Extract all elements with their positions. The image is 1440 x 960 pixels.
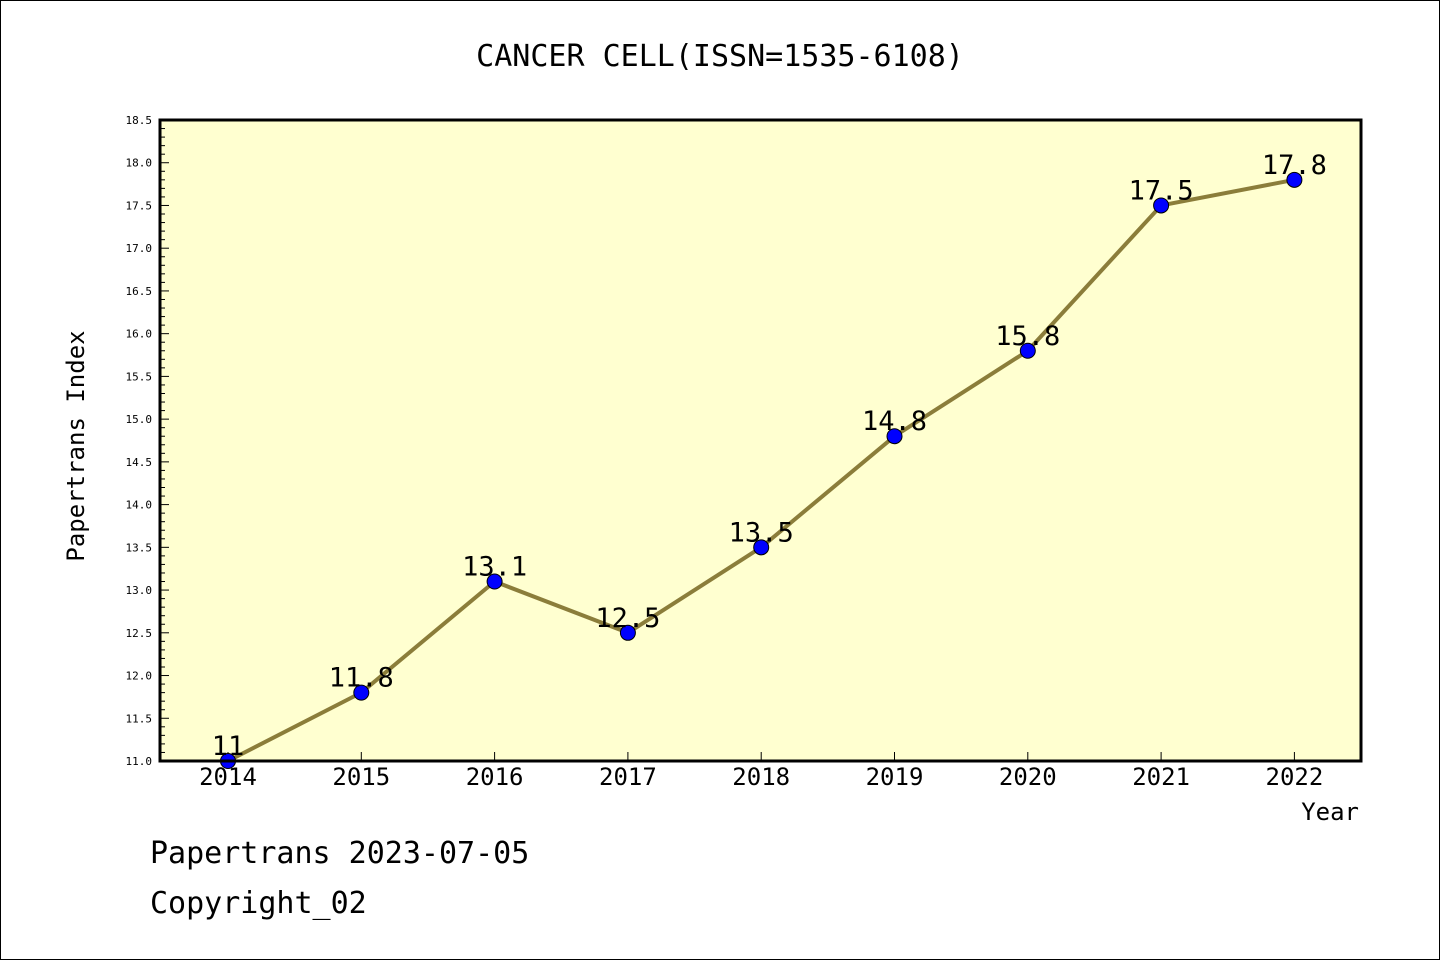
x-tick-label: 2016: [466, 763, 524, 791]
data-label: 11: [212, 731, 245, 762]
data-label: 17.8: [1262, 150, 1327, 181]
y-tick-label: 16.5: [126, 285, 153, 298]
data-label: 12.5: [595, 603, 660, 634]
y-tick-label: 18.5: [126, 114, 153, 127]
y-tick-label: 11.5: [126, 712, 153, 725]
y-tick-label: 13.5: [126, 541, 153, 554]
y-tick-label: 15.0: [126, 413, 153, 426]
y-tick-label: 14.0: [126, 499, 153, 512]
plot-border: [158, 118, 1363, 763]
x-axis-label: Year: [1301, 798, 1359, 826]
footer-copyright: Copyright_02: [150, 886, 367, 921]
x-tick-label: 2021: [1132, 763, 1190, 791]
x-tick-label: 2018: [732, 763, 790, 791]
y-tick-label: 12.0: [126, 670, 153, 683]
y-axis: 11.0 11.5 12.0 12.5 13.0 13.5 14.0 14.5 15.0 15.5…: [126, 114, 169, 768]
x-tick-label: 2017: [599, 763, 657, 791]
data-point: [1286, 171, 1303, 188]
x-tick-label: 2015: [332, 763, 390, 791]
chart-title: CANCER CELL(ISSN=1535-6108): [476, 39, 964, 74]
data-point: [486, 573, 503, 590]
data-point: [353, 684, 370, 701]
series-group: 11 11.8 13.1 12.5 13.5 14.8 15.8 17.5 17.8: [212, 150, 1327, 769]
y-tick-label: 11.0: [126, 755, 153, 768]
y-tick-label: 17.5: [126, 199, 153, 212]
data-label: 13.1: [462, 552, 527, 583]
y-tick-label: 13.0: [126, 584, 153, 597]
data-label: 15.8: [995, 321, 1060, 352]
x-axis: 2014 2015 2016 2017 2018 2019 2020 2021 2022: [199, 752, 1323, 791]
x-tick-label: 2020: [999, 763, 1057, 791]
data-point: [753, 539, 770, 556]
y-axis-label: Papertrans Index: [62, 330, 90, 561]
y-tick-label: 12.5: [126, 627, 153, 640]
y-tick-label: 14.5: [126, 456, 153, 469]
y-tick-label: 15.5: [126, 370, 153, 383]
x-tick-label: 2019: [866, 763, 924, 791]
data-label: 13.5: [729, 517, 794, 548]
data-point: [619, 624, 636, 641]
data-point: [1153, 197, 1170, 214]
data-label: 14.8: [862, 406, 927, 437]
x-tick-label: 2022: [1266, 763, 1324, 791]
y-tick-label: 17.0: [126, 242, 153, 255]
data-point: [886, 428, 903, 445]
footer-date: Papertrans 2023-07-05: [150, 836, 530, 871]
data-label: 11.8: [329, 663, 394, 694]
y-tick-label: 18.0: [126, 157, 153, 170]
plot-area: [160, 120, 1361, 761]
data-label: 17.5: [1129, 175, 1194, 206]
y-tick-label: 16.0: [126, 328, 153, 341]
data-point: [1019, 342, 1036, 359]
